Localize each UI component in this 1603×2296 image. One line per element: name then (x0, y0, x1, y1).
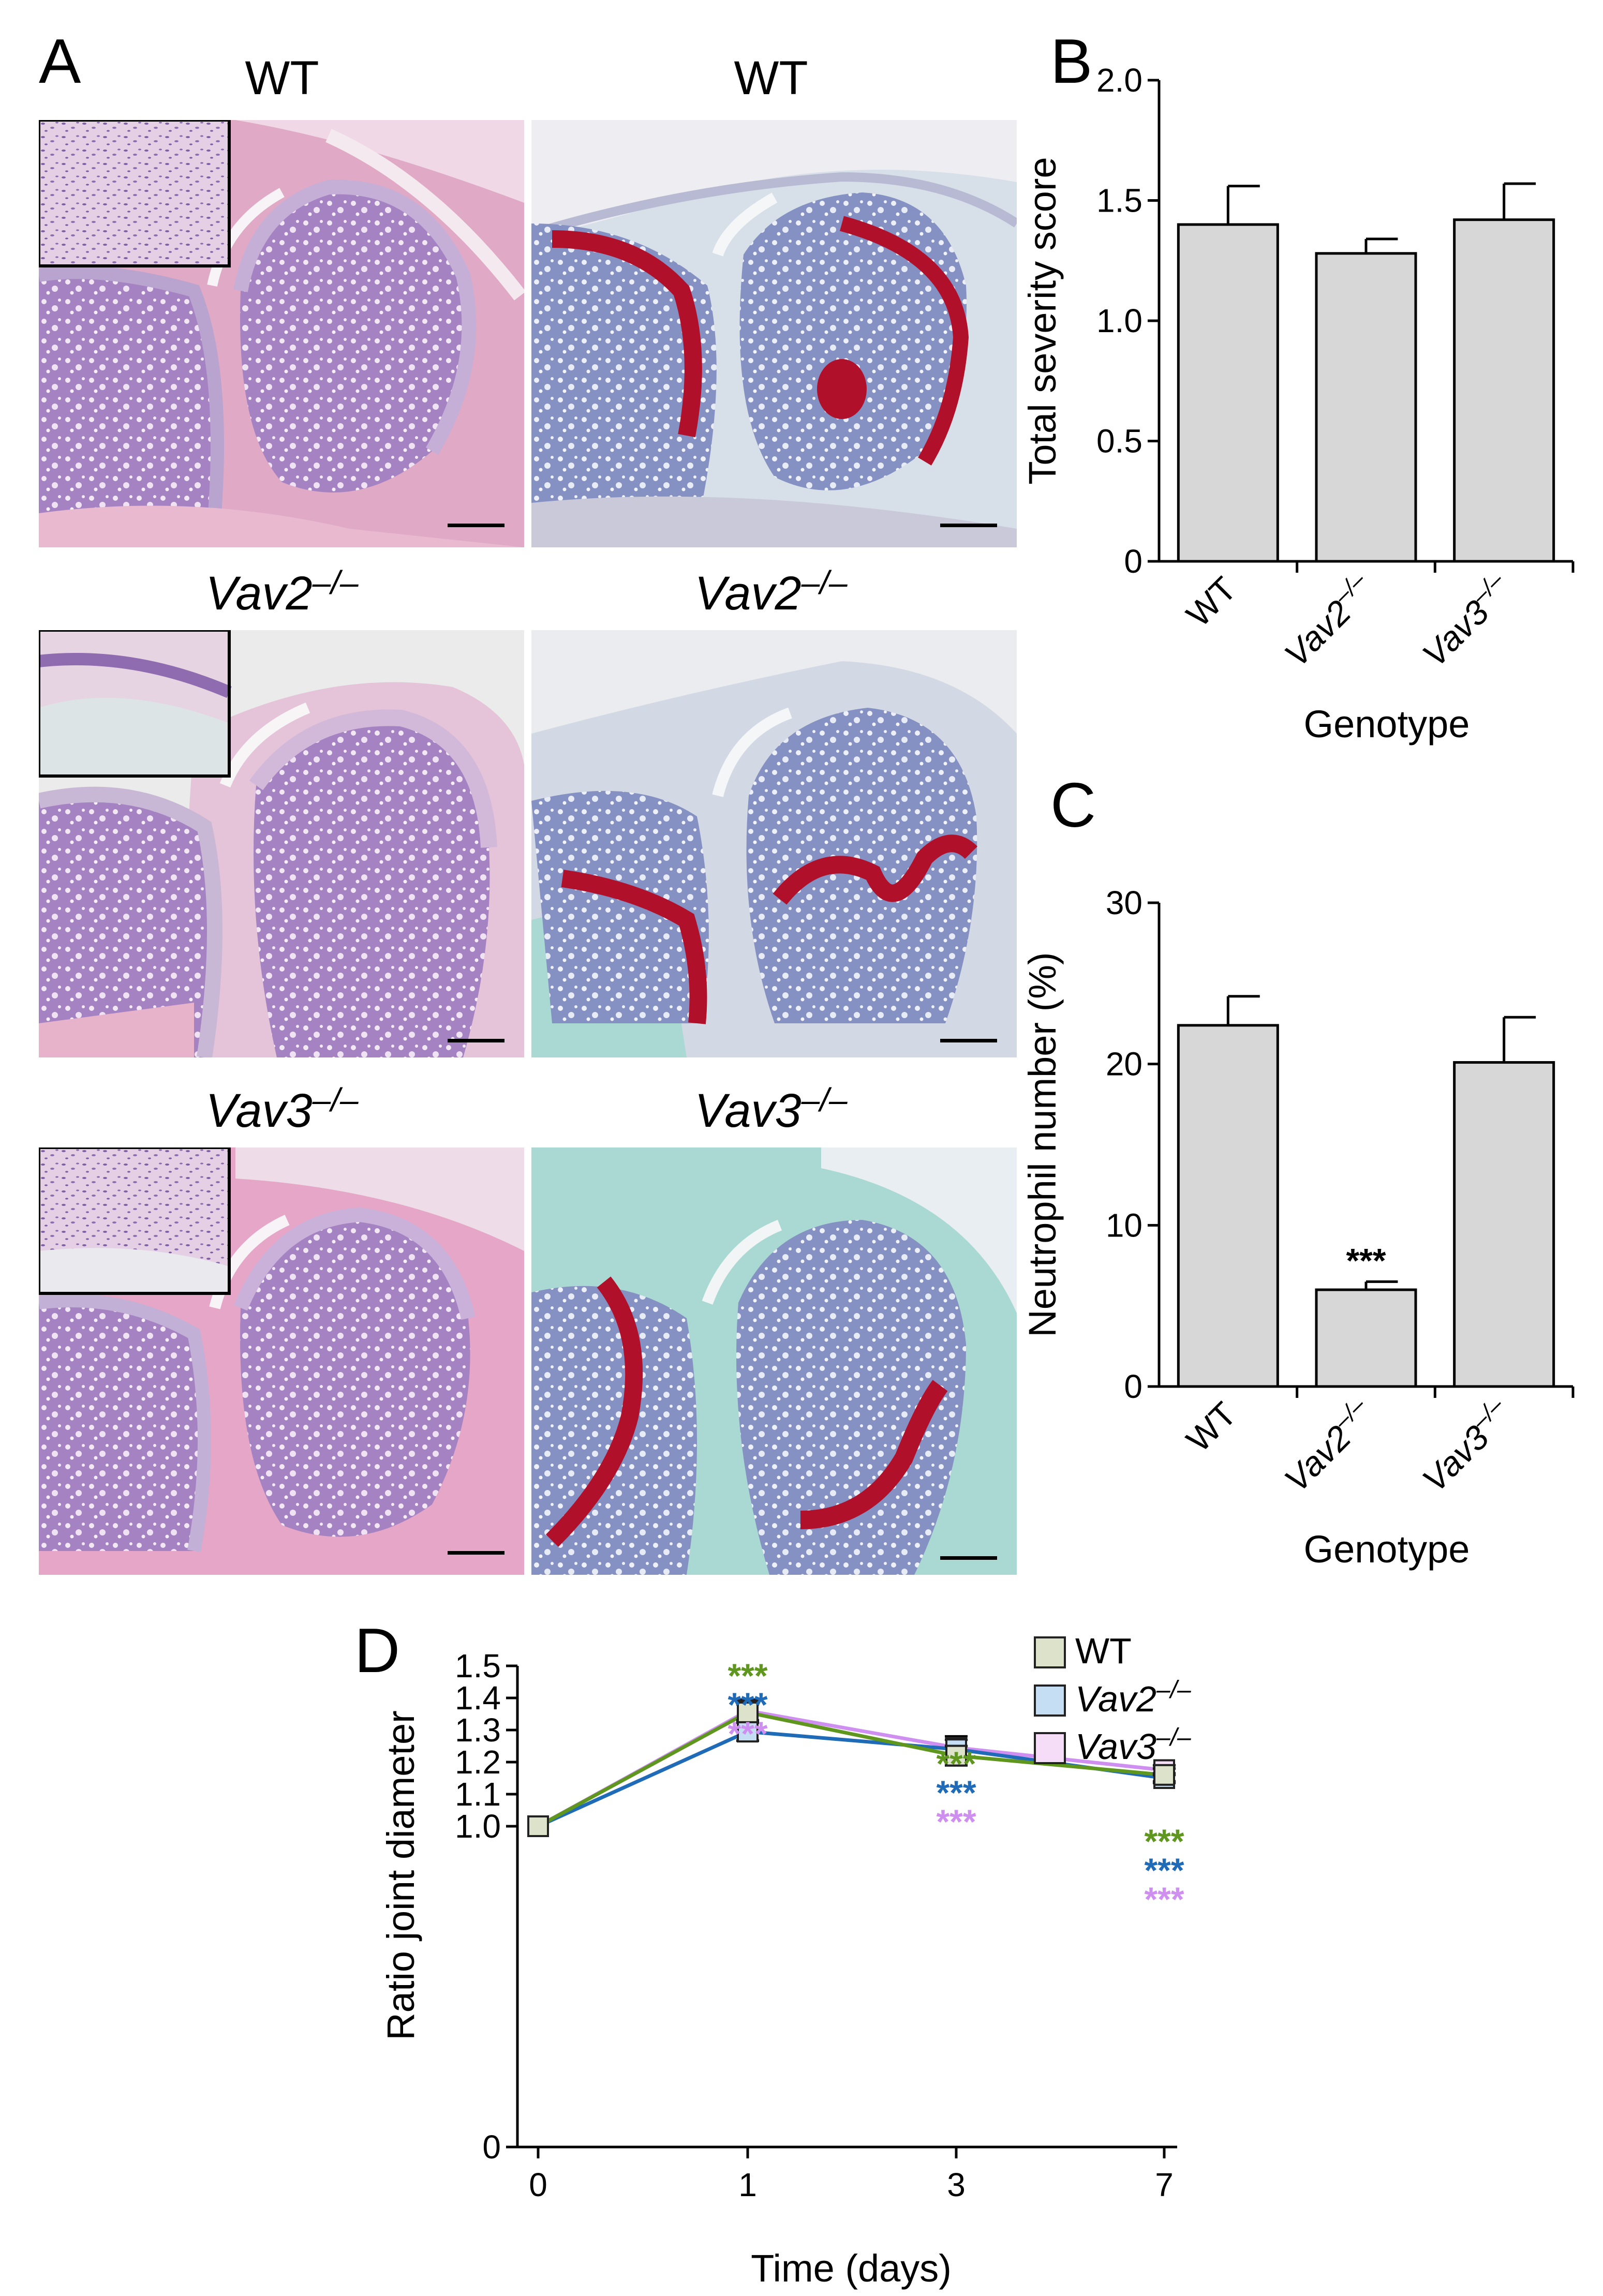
significance-label: *** (936, 1802, 976, 1841)
x-tick-label: 1 (738, 2166, 757, 2203)
x-tick-label: Vav2–/– (1274, 566, 1382, 674)
data-point (1153, 1764, 1175, 1786)
significance-label: *** (1346, 1241, 1386, 1279)
micrograph-vav3-he (39, 1147, 524, 1575)
significance-label: *** (936, 1745, 976, 1783)
y-tick-label: 0.5 (1096, 423, 1142, 460)
micrograph-vav2-he (39, 630, 524, 1057)
legend-label: WT (1075, 1631, 1132, 1671)
micrograph-wt-safranin (531, 120, 1017, 547)
bar (1453, 1061, 1555, 1388)
y-axis-title: Neutrophil number (%) (1021, 952, 1064, 1337)
significance-label: *** (728, 1714, 767, 1753)
significance-label: *** (936, 1773, 976, 1812)
micrograph-vav3-safranin (531, 1147, 1017, 1575)
micrograph-vav2-safranin (531, 630, 1017, 1057)
legend-label: Vav2–/– (1075, 1676, 1191, 1719)
y-tick-label: 1.5 (455, 1647, 501, 1684)
x-axis-title: Genotype (1304, 1528, 1470, 1571)
panel-d: D 0 1.01.11.21.31.41.5 0 1 3 7 Ratio joint dia… (354, 1615, 1191, 2290)
row3-left-title: Vav3–/– (205, 1081, 359, 1137)
x-tick-label: WT (1179, 1395, 1243, 1459)
y-tick-label: 1.3 (455, 1711, 501, 1749)
x-tick-label: Vav2–/– (1274, 1392, 1382, 1499)
row1-right-title: WT (734, 52, 808, 105)
panel-a-letter: A (39, 26, 81, 96)
legend-swatch (1034, 1684, 1066, 1717)
y-tick-label: 1.1 (455, 1776, 501, 1813)
row1-left-title: WT (245, 52, 319, 105)
row2-right-title: Vav2–/– (694, 564, 848, 620)
bar (1315, 1288, 1417, 1388)
y-tick-label: 0 (1124, 1368, 1142, 1405)
series-line (537, 1709, 1165, 1828)
panel-b-letter: B (1050, 26, 1092, 96)
y-tick-label: 10 (1106, 1206, 1142, 1244)
x-tick-label: Vav3–/– (1412, 1392, 1520, 1499)
bar (1177, 223, 1279, 563)
significance-label: *** (728, 1686, 767, 1724)
x-axis-title: Time (days) (751, 2247, 952, 2290)
significance-label: *** (728, 1657, 767, 1695)
row3-right-title: Vav3–/– (694, 1081, 848, 1137)
micrograph-wt-he (39, 120, 524, 547)
y-tick-label: 1.4 (455, 1679, 501, 1717)
legend-swatch (1034, 1732, 1066, 1764)
panel-c-letter: C (1050, 770, 1096, 840)
data-point (737, 1701, 759, 1723)
bar (1315, 252, 1417, 563)
y-tick-label: 2.0 (1096, 62, 1142, 99)
y-axis-title: Ratio joint diameter (379, 1710, 422, 2040)
y-tick-label: 30 (1106, 884, 1142, 921)
y-tick-label: 1.0 (1096, 302, 1142, 339)
x-tick-label: Vav3–/– (1412, 566, 1520, 674)
y-tick-label: 20 (1106, 1046, 1142, 1083)
series-line (537, 1730, 1165, 1828)
legend-label: Vav3–/– (1075, 1724, 1191, 1767)
x-tick-label: 7 (1155, 2166, 1174, 2203)
y-tick-label: 0 (1124, 543, 1142, 580)
significance-label: *** (1144, 1851, 1184, 1889)
significance-label: *** (1144, 1880, 1184, 1918)
x-tick-label: 3 (947, 2166, 966, 2203)
legend-swatch (1034, 1636, 1066, 1668)
chart-c: 0 10 20 30 WT *** Vav2–/– Vav3–/– Neutrophil num… (1021, 884, 1575, 1571)
panel-d-letter: D (354, 1615, 400, 1686)
data-point (527, 1815, 549, 1837)
panel-b: B 0 0.5 1.0 1.5 2.0 WT Vav2–/– Vav3–/– Total sev… (1021, 26, 1575, 746)
y-axis-title: Total severity score (1021, 157, 1064, 484)
row2-left-title: Vav2–/– (205, 564, 359, 620)
panel-c: C 0 10 20 30 WT *** Vav2–/– Vav3–/– Neutrophil n… (1021, 770, 1575, 1571)
panel-a: A WT WT Vav2–/– Vav2–/– Vav3–/– Vav3–/– (39, 26, 1017, 1575)
y-tick-label: 1.0 (455, 1808, 501, 1845)
data-point (945, 1745, 967, 1767)
series-line (537, 1710, 1165, 1828)
significance-label: *** (1144, 1822, 1184, 1860)
bar (1453, 218, 1555, 563)
x-tick-label: WT (1179, 570, 1243, 634)
y-tick-label: 0 (482, 2128, 501, 2166)
x-tick-label: 0 (529, 2166, 547, 2203)
bar (1177, 1024, 1279, 1388)
chart-b: 0 0.5 1.0 1.5 2.0 WT Vav2–/– Vav3–/– Total sever… (1021, 62, 1575, 746)
x-axis-title: Genotype (1304, 703, 1470, 746)
chart-d: 0 1.01.11.21.31.41.5 0 1 3 7 Ratio joint diame… (379, 1631, 1191, 2290)
y-tick-label: 1.2 (455, 1743, 501, 1781)
y-tick-label: 1.5 (1096, 182, 1142, 219)
